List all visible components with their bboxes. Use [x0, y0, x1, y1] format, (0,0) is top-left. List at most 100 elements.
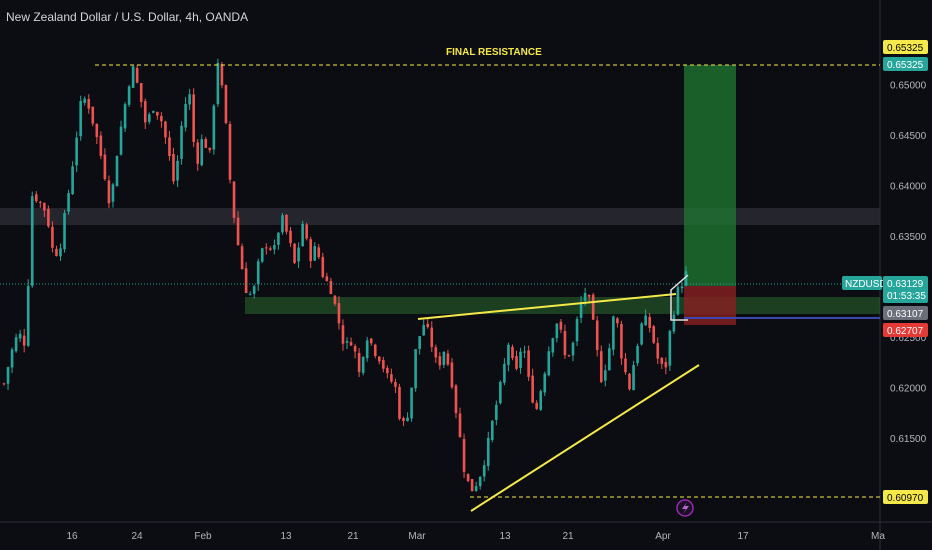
candle-up	[684, 271, 688, 286]
candle-down	[599, 351, 603, 383]
badge-bottom-yellow-text: 0.60970	[887, 493, 924, 504]
candle-down	[466, 473, 470, 482]
candle-up	[490, 420, 494, 440]
candle-down	[192, 94, 195, 142]
candle-up	[636, 346, 639, 364]
y-tick-label: 0.63500	[890, 232, 927, 243]
candle-up	[365, 340, 369, 358]
badge-top-yellow-text: 0.65325	[887, 43, 924, 54]
candle-down	[450, 362, 454, 388]
candle-up	[555, 323, 559, 339]
candle-down	[139, 83, 143, 102]
candle-down	[99, 135, 103, 156]
candle-up	[575, 318, 579, 342]
badge-stop-text: 0.62707	[887, 326, 924, 337]
candle-down	[196, 142, 200, 164]
candle-up	[188, 94, 191, 105]
candles-group	[2, 58, 688, 492]
x-tick-label: 13	[280, 531, 292, 542]
candle-down	[224, 85, 228, 124]
candle-up	[26, 285, 30, 346]
candle-up	[414, 349, 417, 389]
candle-up	[127, 86, 131, 105]
upper-trendline	[417, 293, 677, 320]
candle-down	[511, 346, 514, 359]
candle-down	[357, 352, 361, 372]
badge-last-price: 0.63129 01:53:35	[883, 276, 928, 303]
candle-down	[22, 335, 26, 346]
candle-down	[337, 303, 341, 324]
candle-down	[87, 99, 91, 109]
candle-up	[571, 342, 575, 356]
candle-down	[236, 217, 240, 246]
candle-down	[446, 353, 450, 365]
candle-down	[390, 374, 393, 382]
candle-up	[6, 367, 10, 384]
candle-down	[660, 357, 664, 364]
candle-down	[91, 106, 95, 124]
x-tick-label: 17	[737, 531, 749, 542]
candle-up	[583, 292, 587, 301]
candle-down	[55, 248, 58, 256]
y-tick-label: 0.62500	[890, 333, 927, 344]
candle-down	[470, 479, 474, 492]
candle-down	[394, 381, 397, 387]
candle-up	[644, 315, 647, 326]
candle-up	[131, 66, 135, 88]
candle-up	[256, 261, 260, 285]
lightning-icon[interactable]	[676, 499, 694, 517]
candle-down	[563, 331, 567, 356]
candle-up	[14, 337, 18, 352]
candle-down	[559, 321, 563, 330]
candle-down	[172, 154, 175, 182]
candle-down	[204, 139, 208, 148]
candle-up	[523, 351, 526, 353]
candle-down	[349, 341, 353, 346]
candle-up	[361, 356, 365, 373]
x-tick-label: 21	[347, 531, 359, 542]
candle-up	[260, 248, 264, 262]
candle-up	[248, 293, 252, 295]
badge-top-green-text: 0.65325	[887, 60, 924, 71]
candle-down	[51, 226, 54, 248]
candle-down	[265, 247, 268, 249]
candle-up	[547, 351, 551, 376]
candle-down	[325, 276, 329, 281]
candle-up	[252, 286, 256, 294]
final-resistance-label: FINAL RESISTANCE	[446, 47, 542, 58]
candle-up	[539, 391, 543, 410]
candle-down	[567, 355, 571, 357]
candle-up	[273, 245, 276, 250]
candle-down	[369, 338, 373, 344]
candle-up	[297, 247, 300, 262]
candle-down	[168, 137, 171, 156]
candle-down	[402, 418, 405, 421]
candle-up	[507, 344, 510, 365]
candle-down	[434, 347, 438, 358]
candle-up	[543, 373, 547, 393]
candle-up	[75, 137, 78, 166]
candle-down	[527, 350, 530, 377]
x-tick-label: Feb	[194, 531, 212, 542]
candle-down	[289, 230, 292, 244]
candle-up	[111, 184, 115, 202]
y-tick-label: 0.64500	[890, 131, 927, 142]
candle-down	[309, 239, 312, 262]
candle-up	[301, 223, 304, 247]
candle-down	[135, 67, 139, 83]
candle-down	[2, 383, 6, 385]
y-tick-label: 0.64000	[890, 182, 927, 193]
candle-up	[612, 316, 615, 350]
candle-up	[640, 323, 643, 345]
x-tick-label: 13	[499, 531, 511, 542]
badge-top-green: 0.65325	[883, 57, 928, 71]
candle-down	[616, 318, 619, 324]
candle-up	[478, 476, 482, 487]
candle-up	[422, 325, 425, 336]
candle-down	[240, 246, 244, 270]
candle-up	[579, 302, 583, 318]
candle-down	[620, 323, 623, 359]
lower-trendline	[470, 364, 700, 512]
candle-down	[39, 201, 42, 203]
